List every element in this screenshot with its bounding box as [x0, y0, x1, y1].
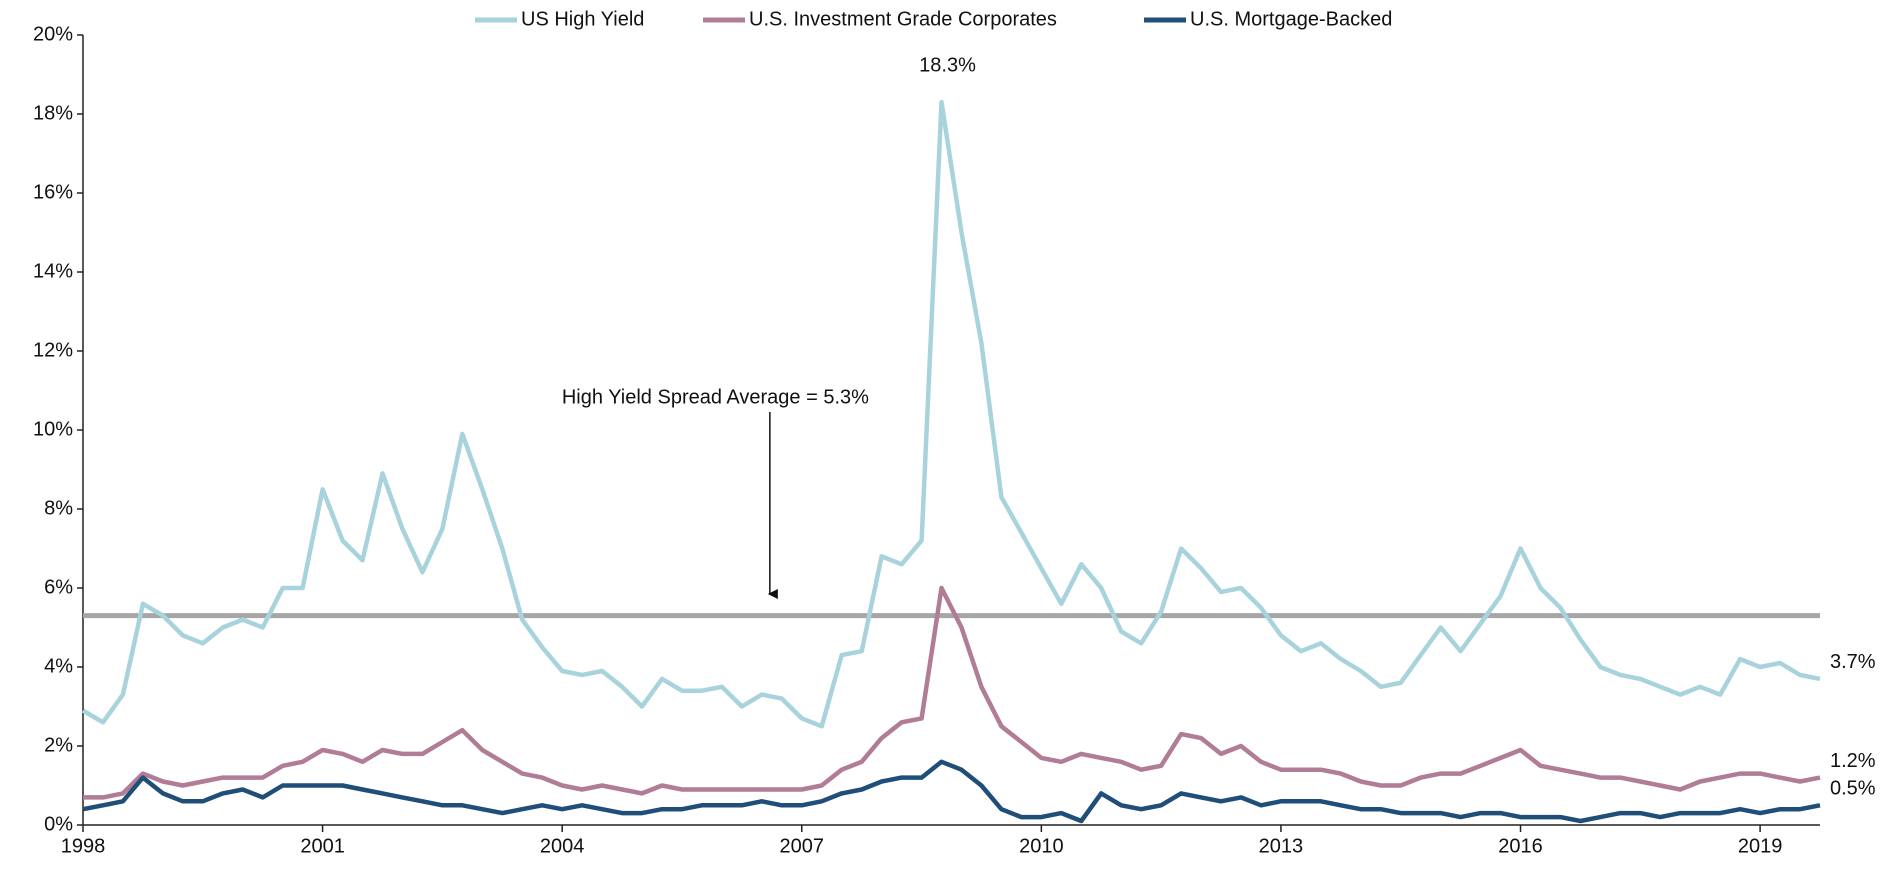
y-tick-label: 12%	[33, 339, 73, 361]
y-tick-label: 0%	[44, 813, 73, 835]
x-tick-label: 2019	[1738, 835, 1783, 857]
legend-label: U.S. Mortgage-Backed	[1190, 8, 1392, 30]
series-line	[83, 585, 1821, 800]
value-label: 3.7%	[1830, 651, 1876, 673]
x-tick-label: 2010	[1019, 835, 1064, 857]
series-line	[82, 759, 1821, 824]
y-tick-label: 16%	[33, 181, 73, 203]
x-tick-label: 2007	[780, 835, 825, 857]
value-label: 0.5%	[1830, 778, 1876, 800]
legend-item: US High Yield	[475, 8, 644, 30]
value-label: 18.3%	[919, 54, 976, 76]
y-tick-label: 8%	[44, 497, 73, 519]
x-tick-label: 2004	[540, 835, 585, 857]
value-label: 1.2%	[1830, 750, 1876, 772]
legend-label: U.S. Investment Grade Corporates	[749, 8, 1057, 30]
legend-label: US High Yield	[521, 8, 644, 30]
x-tick-label: 2001	[300, 835, 345, 857]
legend-item: U.S. Mortgage-Backed	[1144, 8, 1392, 30]
x-tick-label: 2016	[1498, 835, 1543, 857]
average-label: High Yield Spread Average = 5.3%	[562, 386, 869, 408]
y-tick-label: 4%	[44, 655, 73, 677]
y-tick-label: 14%	[33, 260, 73, 282]
y-tick-label: 10%	[33, 418, 73, 440]
y-tick-label: 18%	[33, 102, 73, 124]
legend-item: U.S. Investment Grade Corporates	[703, 8, 1057, 30]
x-tick-label: 2013	[1259, 835, 1304, 857]
y-tick-label: 2%	[44, 734, 73, 756]
y-tick-label: 6%	[44, 576, 73, 598]
y-tick-label: 20%	[33, 23, 73, 45]
x-tick-label: 1998	[61, 835, 106, 857]
series-line	[81, 99, 1821, 729]
